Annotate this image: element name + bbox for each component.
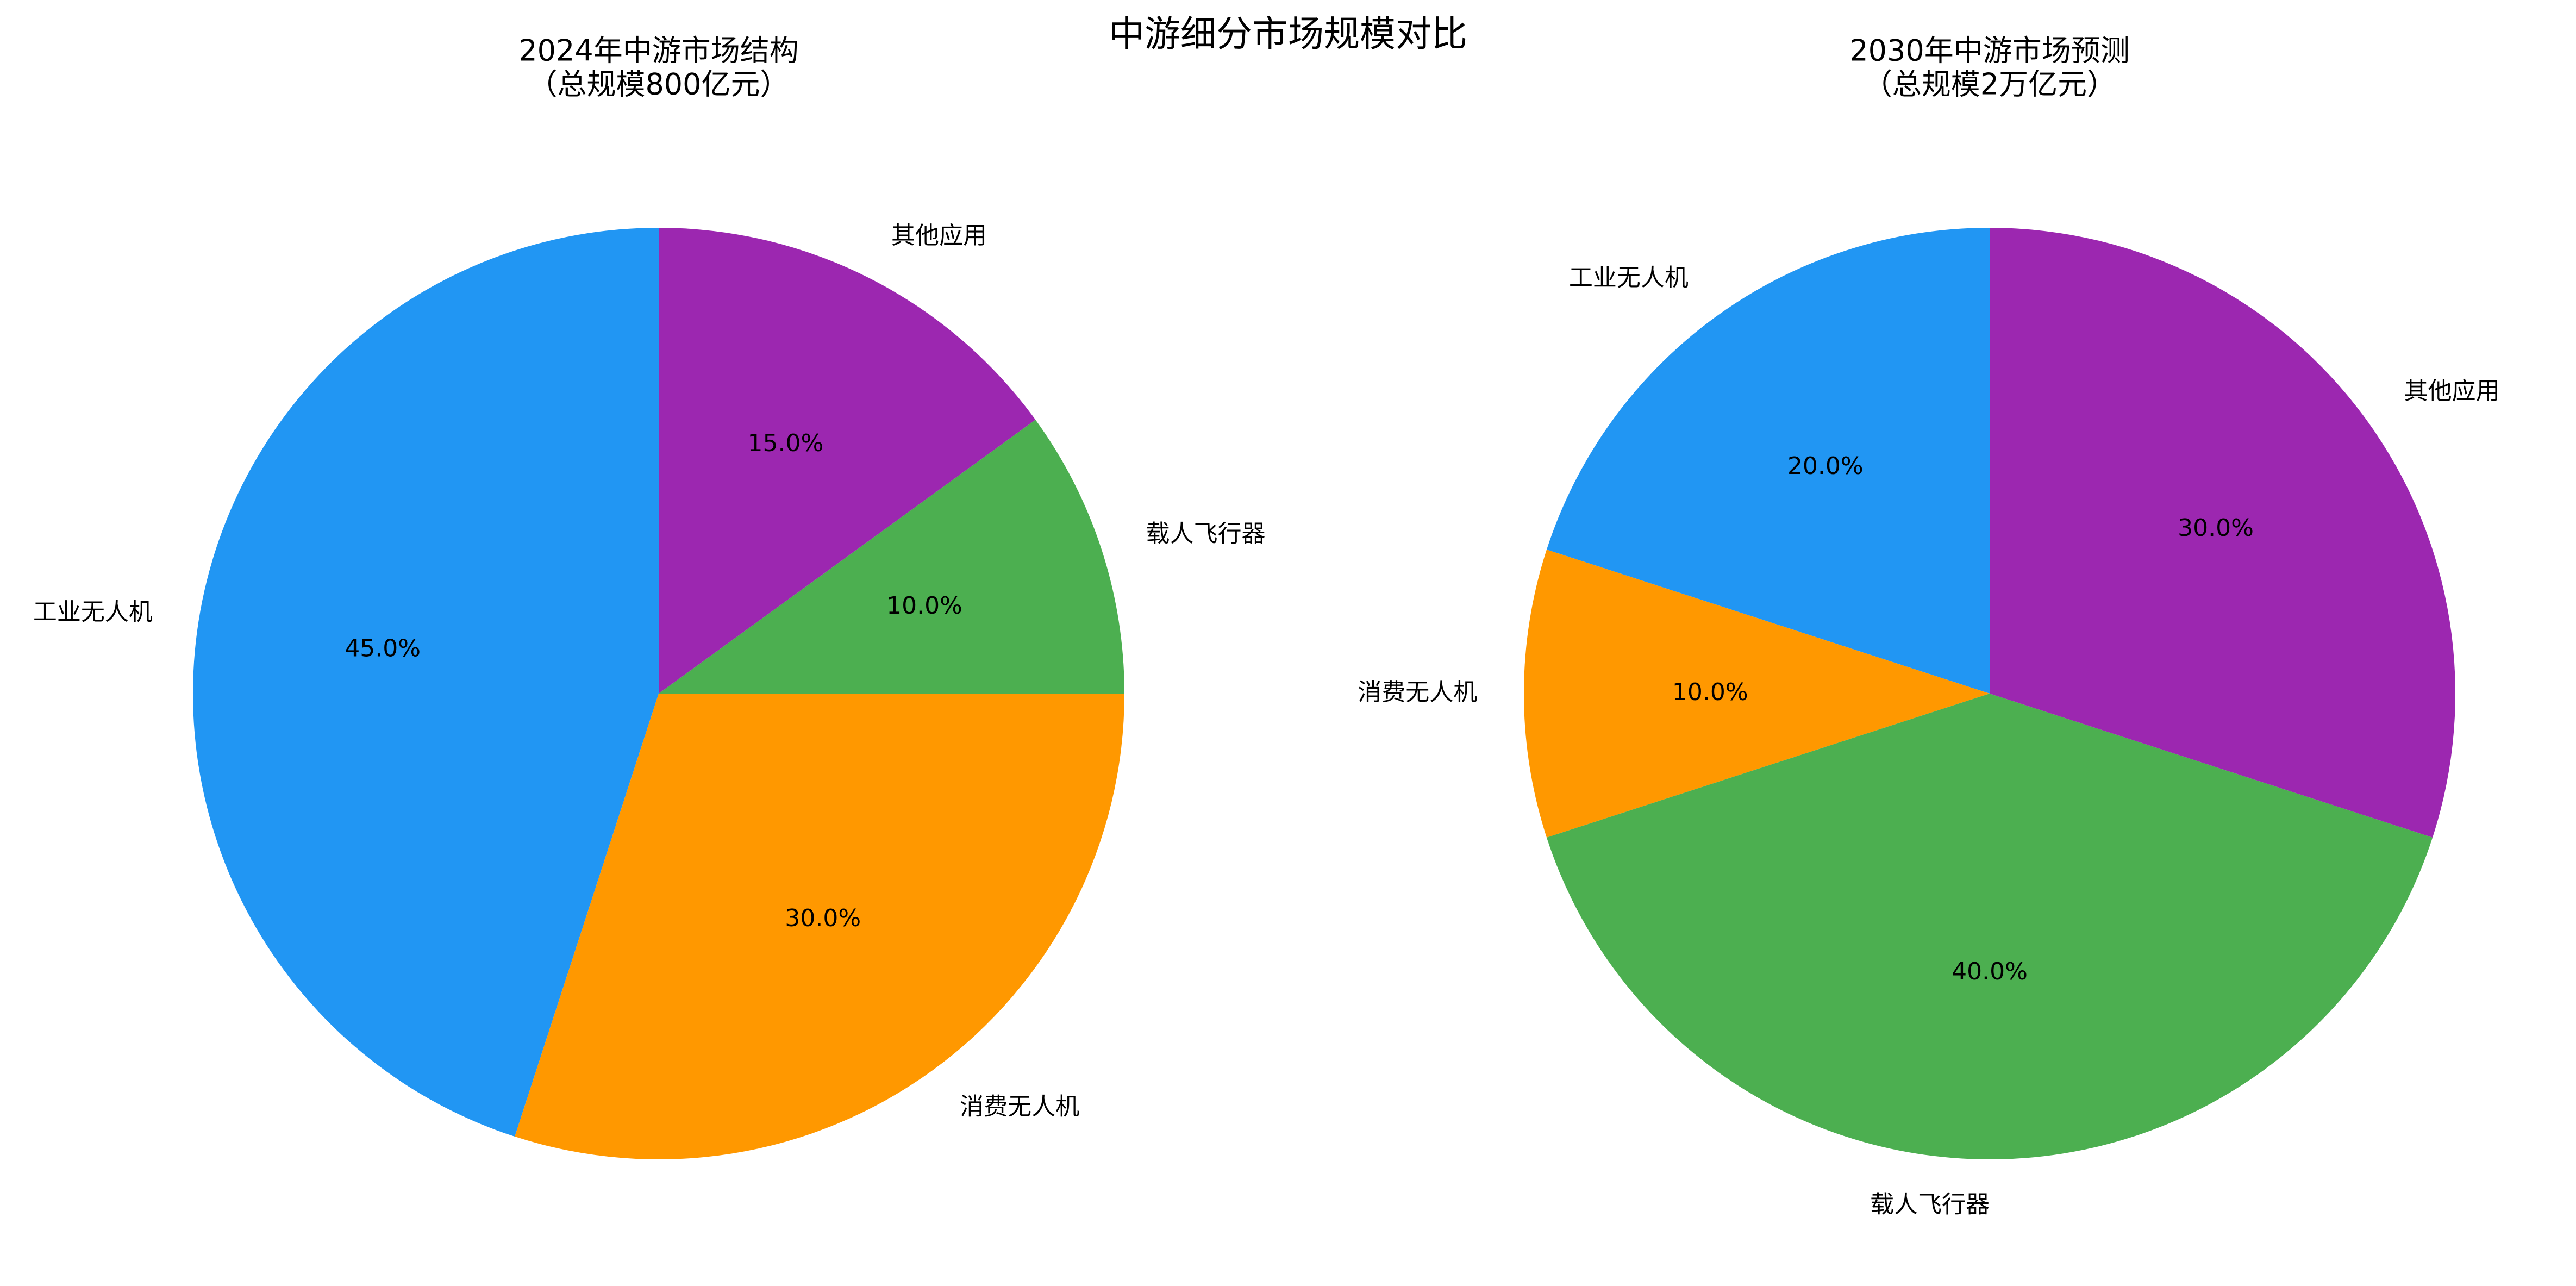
slice-label: 消费无人机 — [1358, 678, 1477, 706]
percent-label: 10.0% — [886, 592, 962, 620]
slice-label: 工业无人机 — [33, 598, 153, 626]
percent-label: 40.0% — [1952, 958, 2028, 985]
percent-label: 15.0% — [748, 429, 824, 457]
pie-slice — [515, 694, 1125, 1159]
pie-slice — [659, 420, 1124, 694]
pie-slice — [1990, 228, 2456, 838]
slice-label: 消费无人机 — [960, 1093, 1079, 1121]
pie-slice — [659, 228, 1036, 694]
slice-label: 载人飞行器 — [1870, 1191, 1990, 1219]
slice-label: 载人飞行器 — [1146, 520, 1266, 548]
slice-label: 工业无人机 — [1569, 264, 1689, 291]
chart-title: 2030年中游市场预测 — [1849, 34, 2129, 68]
slice-label: 其他应用 — [891, 222, 987, 249]
pie-slice — [192, 228, 659, 1137]
pie-slice — [1524, 550, 1990, 838]
chart-title: 2024年中游市场结构 — [518, 34, 798, 68]
percent-label: 20.0% — [1787, 452, 1864, 480]
chart-title: （总规模800亿元） — [528, 67, 789, 102]
percent-label: 10.0% — [1672, 678, 1748, 706]
percent-label: 45.0% — [345, 635, 421, 663]
chart-title: （总规模2万亿元） — [1863, 67, 2116, 102]
pie-slice — [1546, 228, 1990, 694]
slice-label: 其他应用 — [2404, 377, 2500, 405]
percent-label: 30.0% — [785, 904, 861, 932]
percent-label: 30.0% — [2178, 514, 2254, 542]
pie-slice — [1546, 694, 2433, 1160]
figure-title: 中游细分市场规模对比 — [1109, 13, 1467, 55]
